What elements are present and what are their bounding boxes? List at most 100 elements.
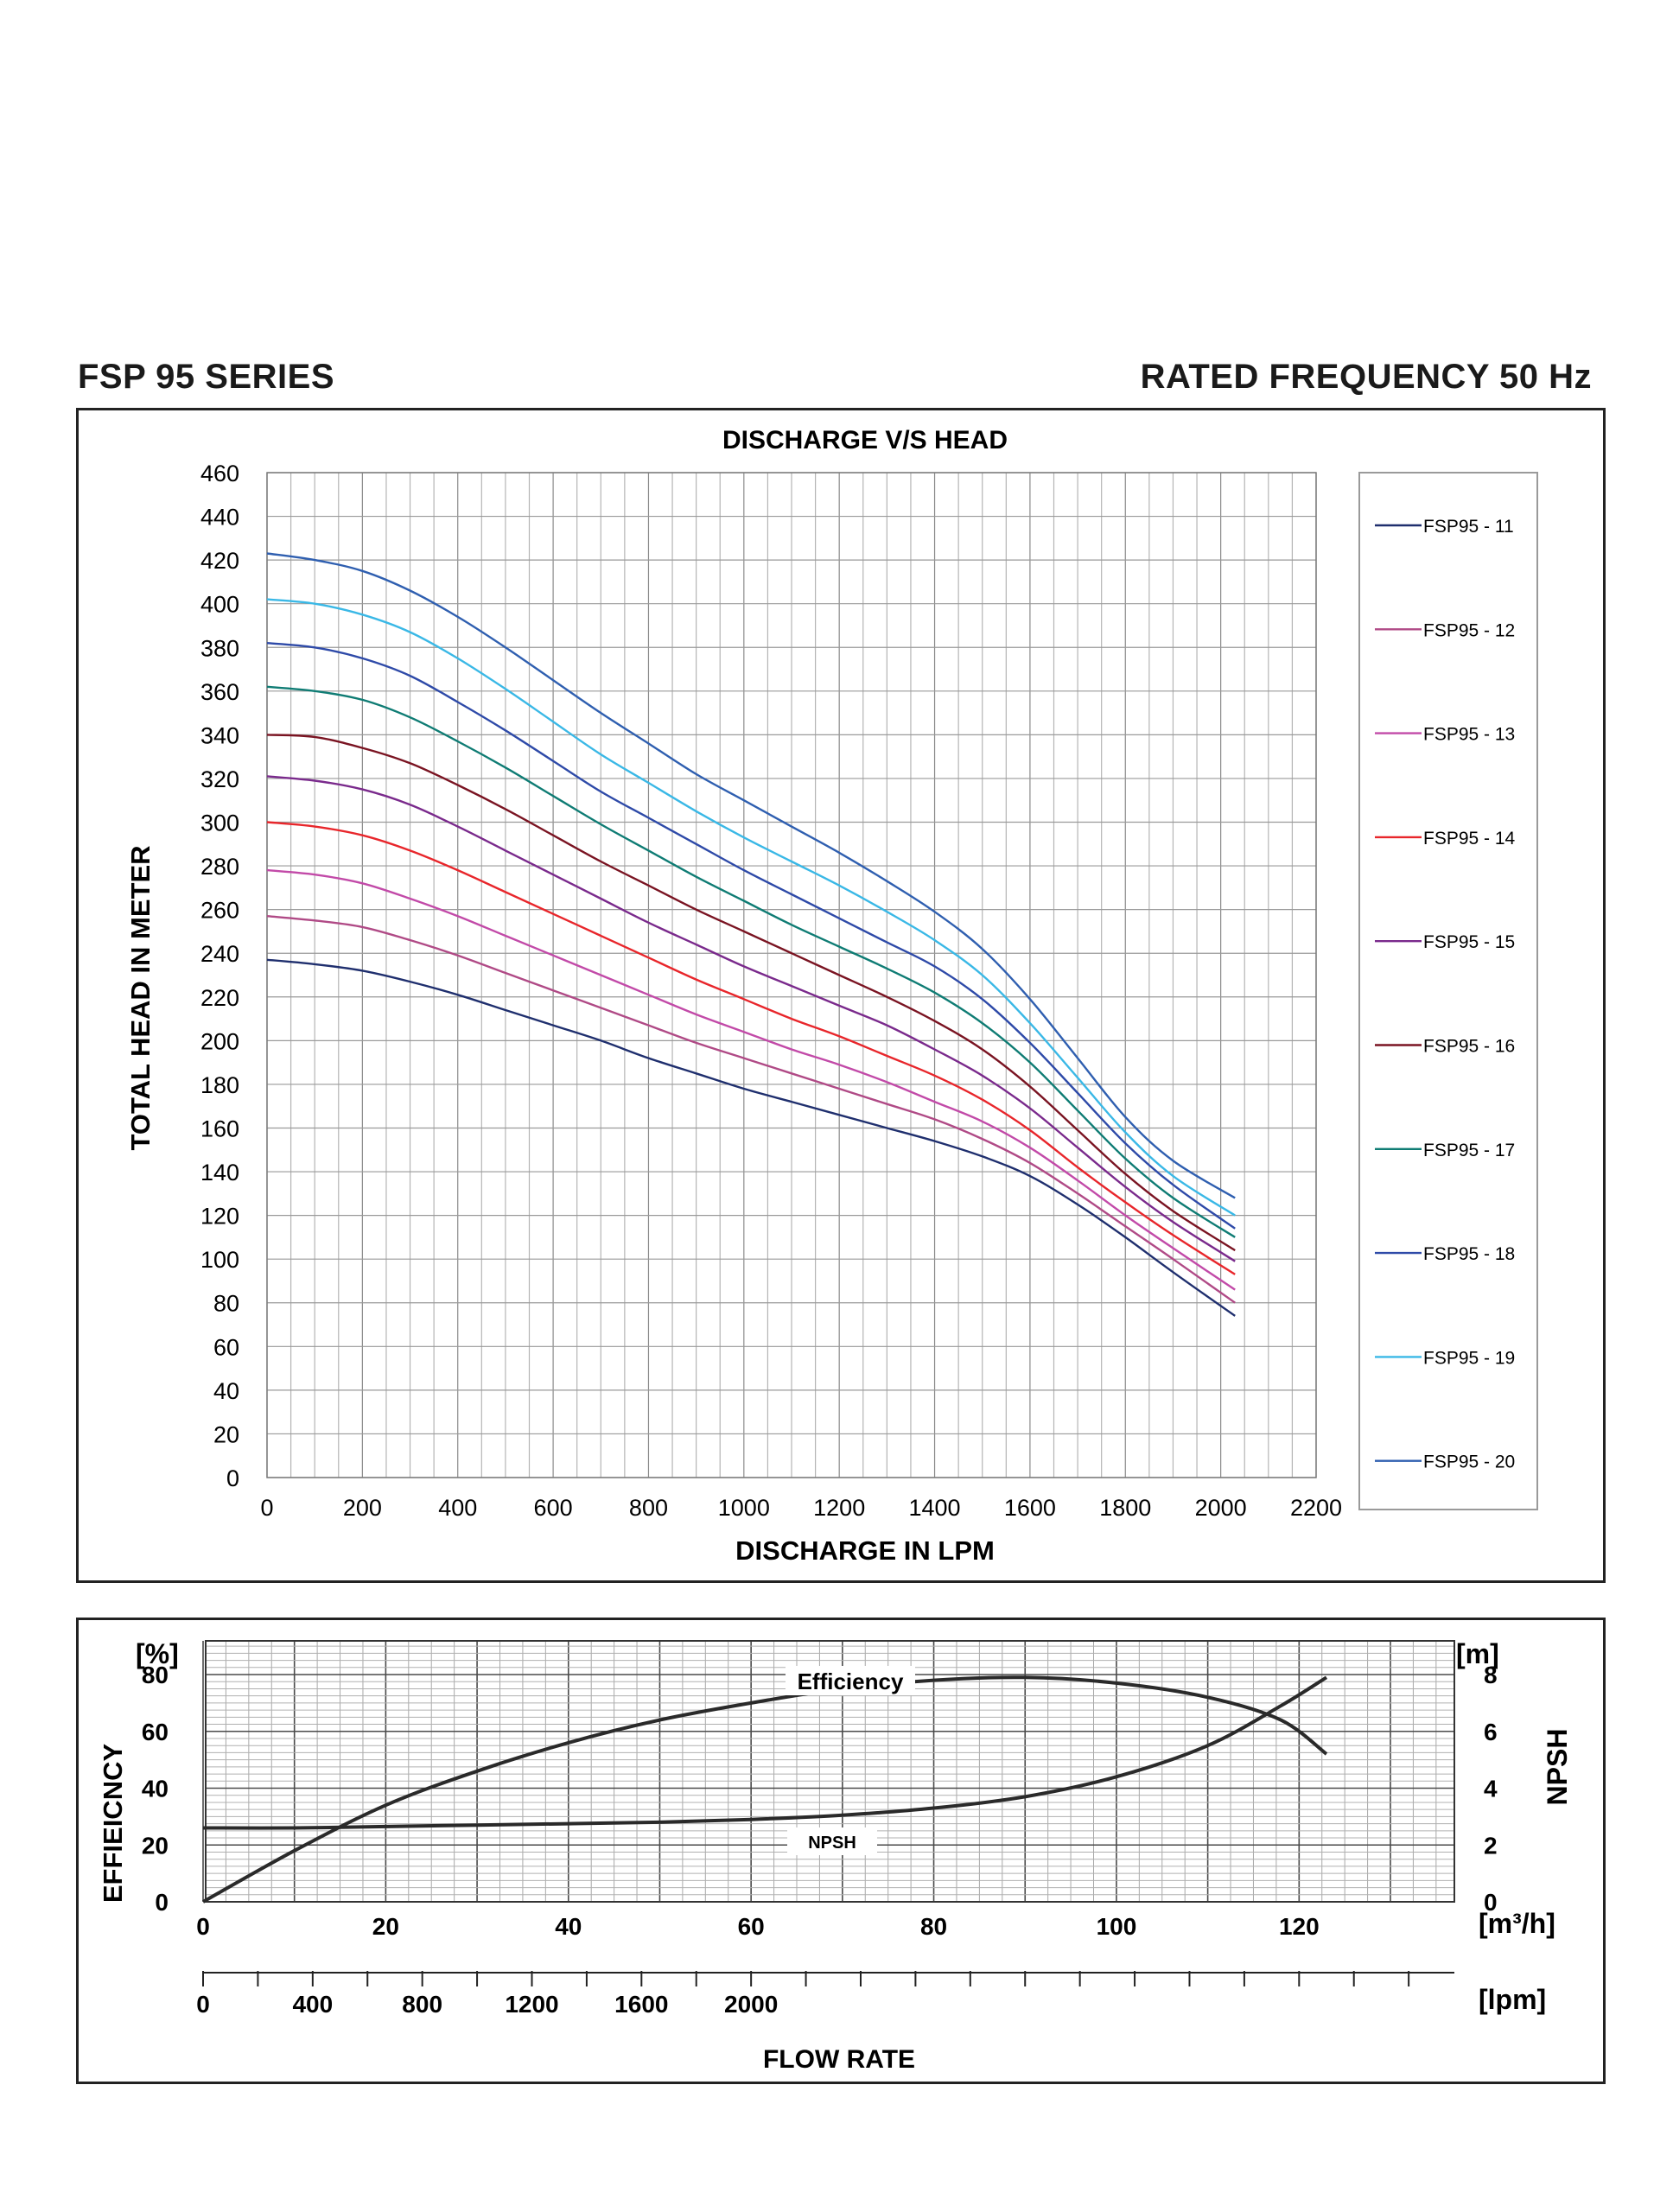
right-tick-label: 8: [1484, 1662, 1498, 1688]
lpm-tick-label: 1600: [614, 1991, 668, 2018]
x-tick-label: 1800: [1099, 1495, 1151, 1521]
x-tick-label: 200: [343, 1495, 382, 1521]
x-tick-label: 400: [438, 1495, 477, 1521]
plot-frame: [205, 1640, 1455, 1903]
series-line: [266, 734, 1236, 1252]
x-tick-label: 80: [920, 1913, 947, 1940]
x-tick-label: 40: [555, 1913, 582, 1940]
efficiency-npsh-panel: [%] [m] EFFIEICNCY NPSH [m³/h] [lpm] FLO…: [76, 1618, 1606, 2084]
legend-label: FSP95 - 12: [1423, 620, 1515, 640]
y-tick-label: 440: [200, 505, 239, 531]
legend-label: FSP95 - 11: [1423, 517, 1514, 537]
x-tick-label: 0: [260, 1495, 273, 1521]
y-tick-label: 180: [200, 1072, 239, 1098]
plot-frame: [266, 472, 1317, 1478]
x-tick-label: 60: [738, 1913, 765, 1940]
x-tick-label: 800: [629, 1495, 668, 1521]
left-tick-label: 0: [155, 1889, 169, 1916]
y-tick-label: 300: [200, 810, 239, 836]
x-tick-label: 1000: [718, 1495, 770, 1521]
series-title: FSP 95 SERIES: [78, 358, 335, 396]
x-tick-label: 1400: [909, 1495, 961, 1521]
series-line: [266, 685, 1236, 1238]
legend-label: FSP95 - 13: [1423, 725, 1515, 745]
head-chart: DISCHARGE V/S HEAD DISCHARGE IN LPM TOTA…: [125, 426, 1538, 1566]
right-tick-label: 2: [1484, 1832, 1498, 1859]
x-tick-label: 100: [1097, 1913, 1137, 1940]
y-tick-label: 140: [200, 1160, 239, 1185]
head-chart-panel: DISCHARGE V/S HEAD DISCHARGE IN LPM TOTA…: [76, 408, 1606, 1583]
lpm-tick-label: 2000: [724, 1991, 778, 2018]
legend-label: FSP95 - 14: [1423, 829, 1516, 849]
x-unit-lpm: [lpm]: [1479, 1984, 1546, 2015]
left-tick-label: 40: [142, 1776, 169, 1802]
x-tick-label: 1600: [1004, 1495, 1056, 1521]
y-tick-label: 0: [226, 1465, 239, 1491]
legend-label: FSP95 - 16: [1423, 1037, 1515, 1057]
rated-frequency: RATED FREQUENCY 50 Hz: [1140, 358, 1592, 396]
x-tick-label: 2200: [1290, 1495, 1342, 1521]
x-axis-label: DISCHARGE IN LPM: [735, 1535, 995, 1566]
legend-label: FSP95 - 15: [1423, 932, 1515, 952]
legend-label: FSP95 - 18: [1423, 1244, 1515, 1264]
x-tick-label: 120: [1279, 1913, 1320, 1940]
right-tick-label: 4: [1484, 1776, 1498, 1802]
right-unit: [m]: [1456, 1638, 1499, 1669]
y-axis-label: TOTAL HEAD IN METER: [125, 845, 156, 1150]
legend-label: FSP95 - 19: [1423, 1348, 1515, 1368]
left-tick-label: 20: [142, 1832, 169, 1859]
lpm-tick-label: 800: [402, 1991, 442, 2018]
y-tick-label: 60: [213, 1334, 239, 1360]
y-tick-label: 200: [200, 1028, 239, 1054]
series-line: [266, 552, 1236, 1199]
lpm-tick-label: 400: [292, 1991, 333, 2018]
series-line: [266, 821, 1236, 1275]
y-tick-label: 160: [200, 1116, 239, 1141]
y-tick-label: 340: [200, 722, 239, 748]
y-tick-label: 420: [200, 548, 239, 574]
y-tick-label: 220: [200, 985, 239, 1011]
efficiency-label-bg: [786, 1666, 915, 1695]
x-tick-label: 20: [372, 1913, 399, 1940]
efficiency-curve-label: Efficiency: [798, 1669, 904, 1694]
series-line: [266, 868, 1236, 1291]
x-tick-label: 2000: [1195, 1495, 1247, 1521]
y-tick-label: 20: [213, 1421, 239, 1447]
flow-rate-label: FLOW RATE: [763, 2045, 915, 2074]
right-tick-label: 6: [1484, 1719, 1498, 1745]
x-tick-label: 1200: [813, 1495, 865, 1521]
y-tick-label: 360: [200, 679, 239, 705]
legend-box: [1358, 472, 1538, 1510]
chart-title: DISCHARGE V/S HEAD: [722, 426, 1008, 454]
y-tick-label: 320: [200, 766, 239, 792]
series-line: [266, 598, 1236, 1217]
y-tick-label: 260: [200, 898, 239, 924]
npsh-curve-label: NPSH: [808, 1834, 856, 1853]
series-line: [266, 915, 1236, 1304]
series-line: [266, 642, 1236, 1230]
left-unit: [%]: [136, 1638, 179, 1669]
npsh-label-bg: [787, 1827, 877, 1855]
lpm-tick-label: 1200: [505, 1991, 558, 2018]
y-tick-label: 100: [200, 1247, 239, 1273]
efficiency-npsh-chart: [%] [m] EFFIEICNCY NPSH [m³/h] [lpm] FLO…: [98, 1638, 1573, 2074]
series-line: [266, 775, 1236, 1262]
y-tick-label: 460: [200, 461, 239, 486]
y-tick-label: 40: [213, 1378, 239, 1404]
grid: [266, 472, 1317, 1478]
grid: [202, 1641, 1454, 1903]
y-tick-label: 280: [200, 854, 239, 880]
efficiency-curve: [202, 1675, 1328, 1904]
right-axis-label: NPSH: [1542, 1729, 1573, 1806]
y-tick-label: 240: [200, 941, 239, 967]
left-axis-label: EFFIEICNCY: [98, 1744, 128, 1904]
y-tick-label: 400: [200, 592, 239, 618]
left-tick-label: 80: [142, 1662, 169, 1688]
legend-label: FSP95 - 20: [1423, 1452, 1515, 1472]
x-tick-label: 0: [196, 1913, 210, 1940]
series-line: [266, 958, 1236, 1317]
lpm-tick-label: 0: [196, 1991, 210, 2018]
right-tick-label: 0: [1484, 1889, 1498, 1916]
legend-label: FSP95 - 17: [1423, 1141, 1515, 1160]
left-tick-label: 60: [142, 1719, 169, 1745]
